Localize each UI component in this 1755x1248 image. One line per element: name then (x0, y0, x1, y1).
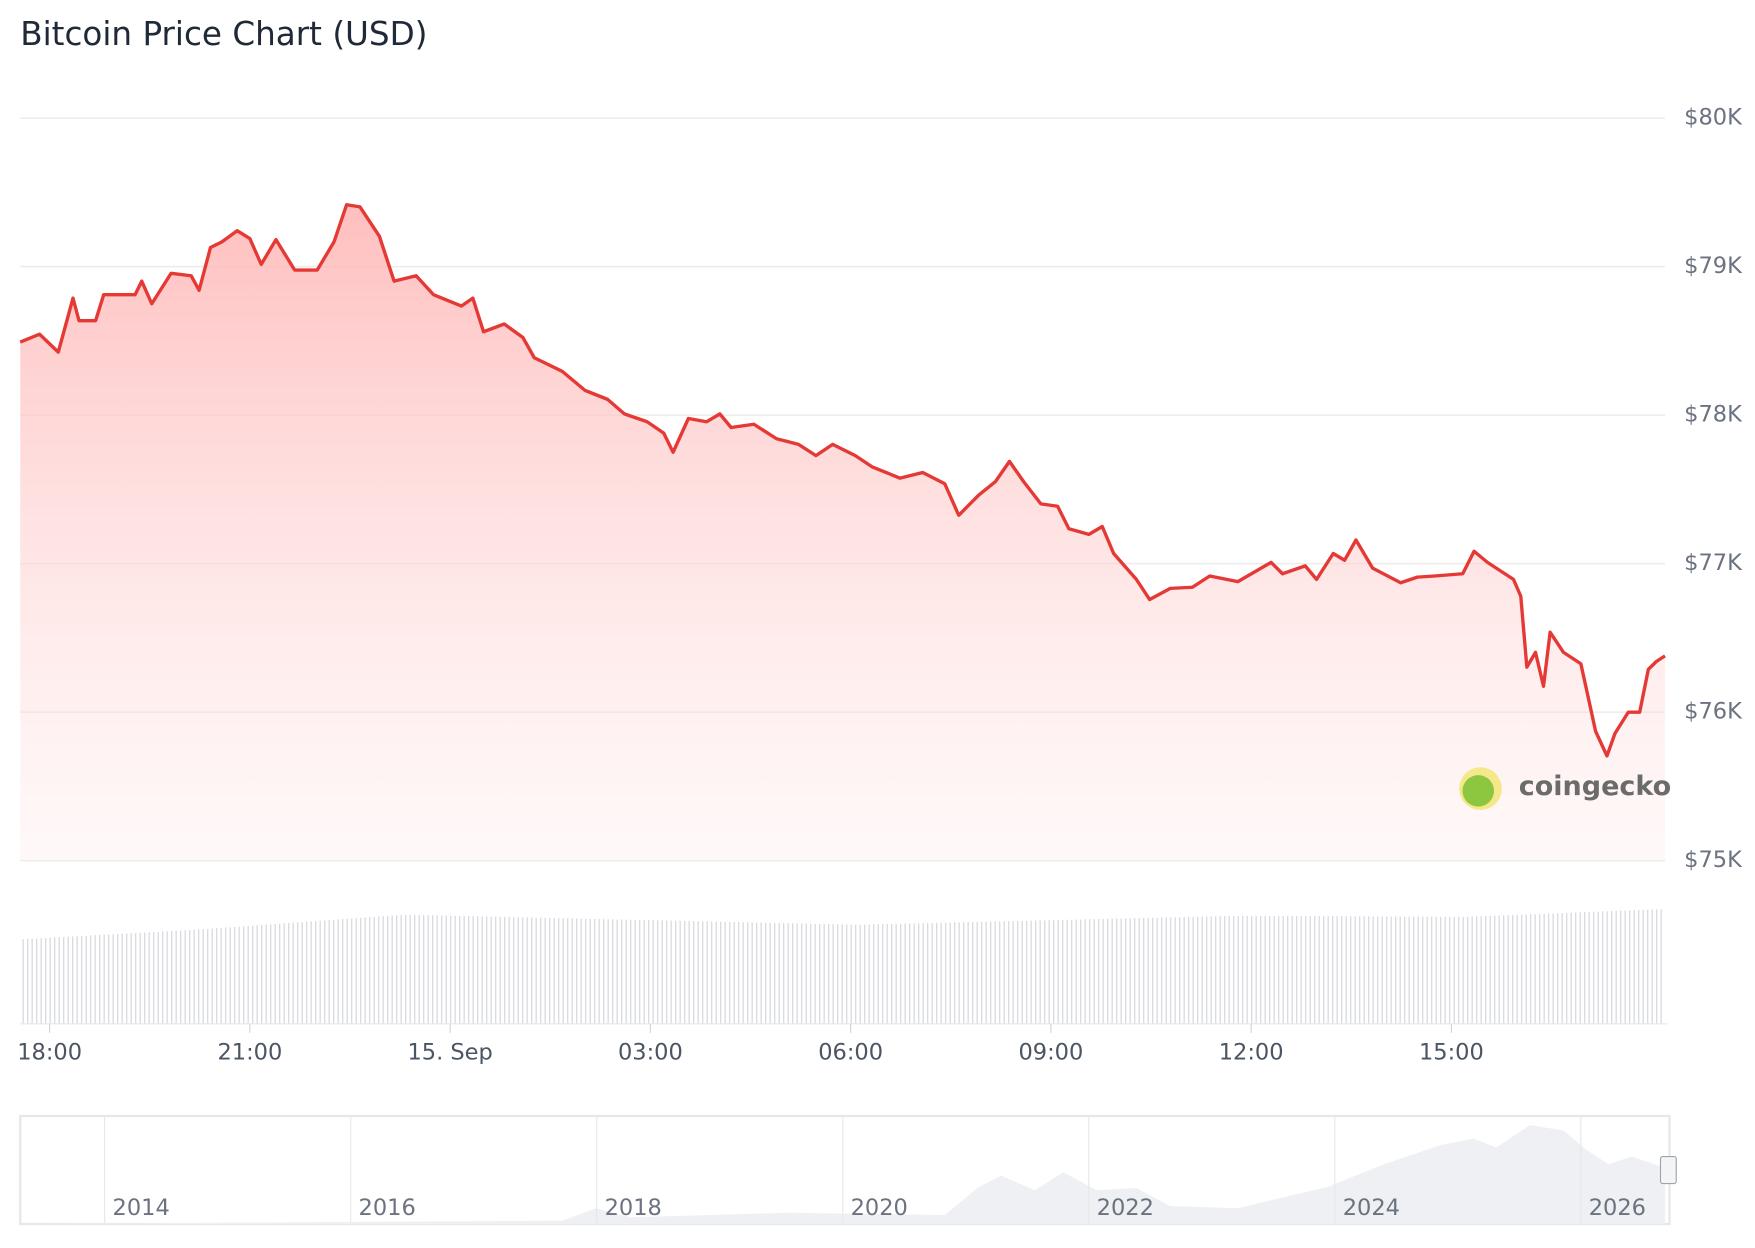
navigator-label: 2020 (851, 1195, 908, 1221)
navigator-handle[interactable] (1659, 1155, 1677, 1185)
navigator-area (20, 1125, 1665, 1225)
x-tick-label: 15:00 (1419, 1040, 1484, 1066)
navigator-label: 2022 (1097, 1195, 1154, 1221)
watermark-logo (1462, 775, 1494, 807)
plot (19, 203, 1666, 861)
grid: $75K $76K $77K $78K $79K $80K 18:00 21:00 15. Se… (17, 105, 1743, 1066)
y-tick-label: $76K (1684, 699, 1743, 725)
navigator-axis: 2014 2016 2018 2020 2022 2024 2026 (104, 1117, 1646, 1223)
price-line (19, 203, 1666, 758)
x-tick-label: 21:00 (217, 1040, 282, 1066)
y-tick-label: $75K (1684, 847, 1743, 873)
navigator-label: 2024 (1343, 1195, 1400, 1221)
navigator-label: 2026 (1589, 1195, 1646, 1221)
x-tick-label: 09:00 (1018, 1040, 1083, 1066)
x-tick-label: 06:00 (818, 1040, 883, 1066)
navigator-label: 2014 (113, 1195, 170, 1221)
chart-title: Bitcoin Price Chart (USD) (20, 15, 427, 53)
y-tick-label: $80K (1684, 105, 1743, 131)
y-tick-label: $79K (1684, 253, 1743, 279)
x-tick-label: 12:00 (1219, 1040, 1284, 1066)
y-tick-label: $77K (1684, 550, 1743, 576)
navigator: 2014 2016 2018 2020 2022 2024 2026 (19, 1114, 1677, 1226)
watermark: coingecko (1459, 767, 1671, 811)
price-area (20, 204, 1665, 861)
navigator-label: 2016 (359, 1195, 416, 1221)
x-tick-label: 03:00 (618, 1040, 683, 1066)
navigator-label: 2018 (605, 1195, 662, 1221)
watermark-text: coingecko (1519, 771, 1671, 802)
x-tick-label: 15. Sep (407, 1040, 492, 1066)
y-tick-label: $78K (1684, 402, 1743, 428)
volume-bars (20, 909, 1665, 1024)
x-tick-label: 18:00 (17, 1040, 82, 1066)
